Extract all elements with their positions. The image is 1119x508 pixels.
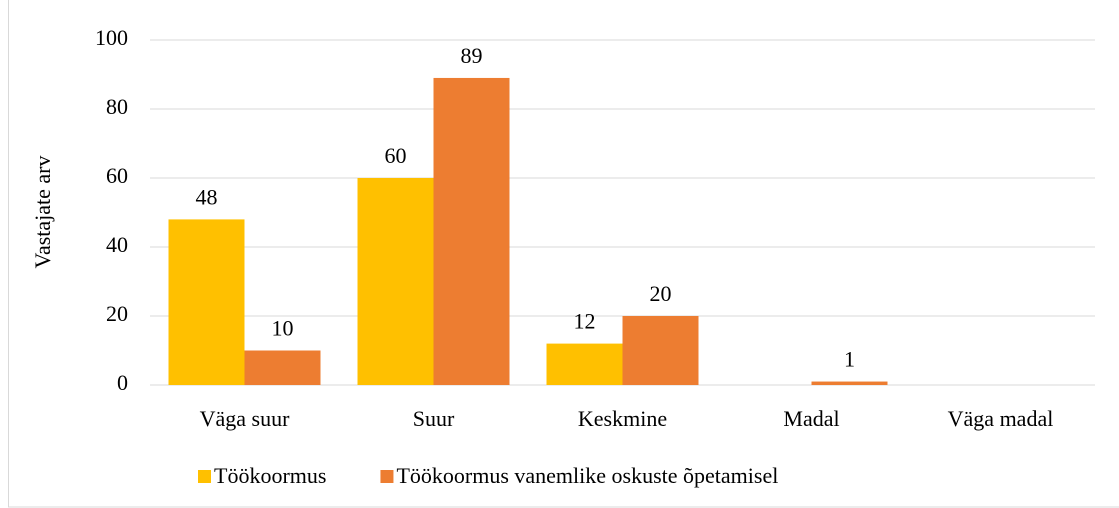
- x-tick-label: Suur: [413, 406, 455, 431]
- x-tick-label: Madal: [783, 406, 839, 431]
- y-tick-label: 100: [95, 25, 128, 50]
- bar: [546, 343, 623, 385]
- y-tick-label: 0: [117, 370, 128, 395]
- data-label: 48: [196, 184, 218, 209]
- bar: [168, 219, 245, 385]
- legend-label: Töökoormus: [214, 463, 326, 488]
- data-label: 1: [844, 347, 855, 372]
- bar: [811, 381, 888, 385]
- chart-frame: [8, 0, 1119, 508]
- y-axis-title: Vastajate arv: [30, 156, 55, 269]
- data-label: 10: [272, 316, 294, 341]
- legend-swatch: [380, 470, 394, 483]
- bar: [433, 77, 510, 385]
- x-tick-label: Keskmine: [578, 406, 667, 431]
- data-label: 20: [650, 281, 672, 306]
- bar: [244, 350, 321, 385]
- y-tick-label: 80: [106, 94, 128, 119]
- x-tick-label: Väga suur: [200, 406, 290, 431]
- bar: [357, 178, 434, 385]
- y-tick-label: 20: [106, 301, 128, 326]
- data-label: 12: [574, 309, 596, 334]
- bar: [622, 316, 699, 385]
- y-tick-label: 40: [106, 232, 128, 257]
- y-tick-label: 60: [106, 163, 128, 188]
- data-label: 60: [385, 143, 407, 168]
- data-label: 89: [461, 43, 483, 68]
- legend-label: Töökoormus vanemlike oskuste õpetamisel: [396, 463, 778, 488]
- x-tick-label: Väga madal: [948, 406, 1054, 431]
- legend-swatch: [198, 470, 211, 483]
